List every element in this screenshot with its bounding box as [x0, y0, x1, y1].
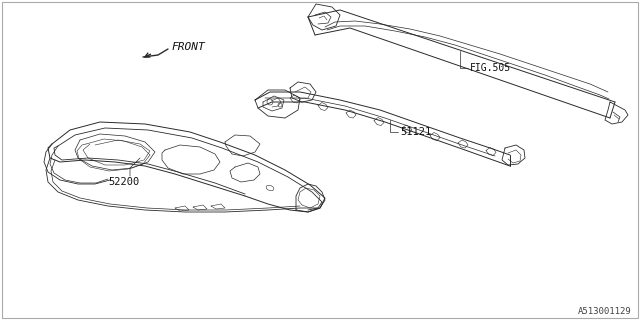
Text: FRONT: FRONT [171, 42, 205, 52]
Text: A513001129: A513001129 [579, 307, 632, 316]
Text: 52200: 52200 [108, 177, 140, 187]
Text: FIG.505: FIG.505 [470, 63, 511, 73]
Text: 51121: 51121 [400, 127, 431, 137]
